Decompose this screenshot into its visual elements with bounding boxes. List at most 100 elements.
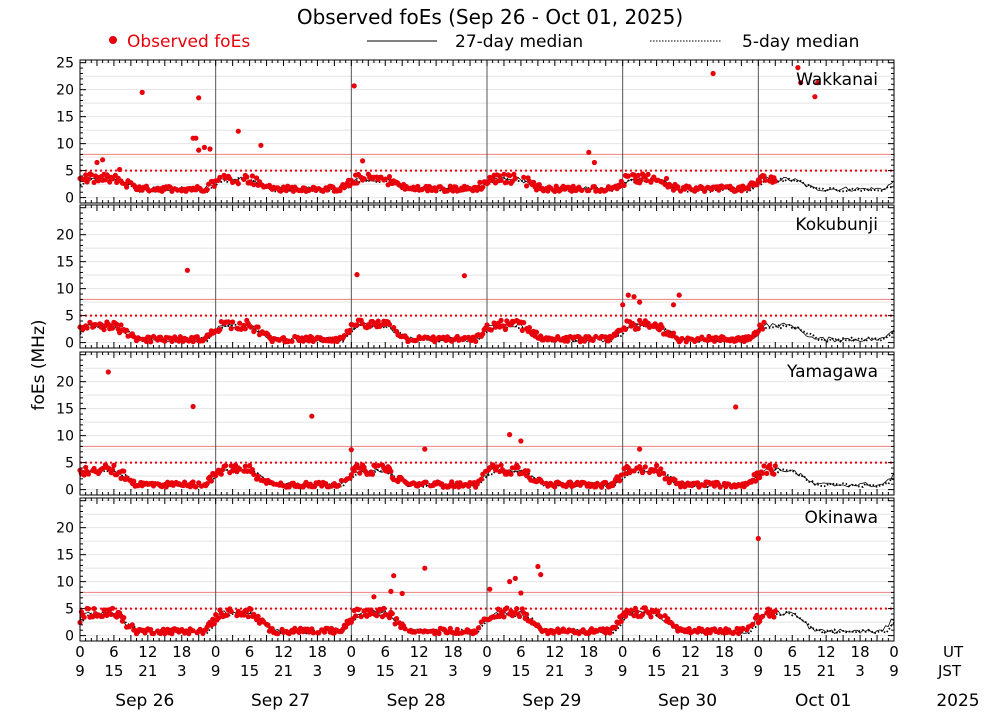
y-tick-label: 5	[65, 309, 74, 325]
observed-point	[179, 626, 185, 633]
observed-point	[760, 613, 766, 619]
observed-point	[389, 611, 395, 617]
observed-point	[658, 466, 664, 472]
observed-point	[375, 463, 381, 469]
jst-tick-label: 9	[618, 662, 628, 680]
observed-point	[248, 324, 254, 330]
observed-point	[668, 183, 674, 189]
observed-point	[235, 608, 241, 615]
observed-point	[251, 328, 257, 335]
observed-point	[755, 535, 761, 542]
observed-point	[507, 173, 513, 179]
observed-point	[83, 172, 89, 178]
jst-tick-label: 15	[511, 662, 530, 680]
observed-point	[88, 172, 94, 178]
jst-tick-label: 3	[448, 662, 458, 680]
observed-point	[538, 333, 544, 339]
y-tick-label: 5	[65, 456, 74, 472]
ut-tick-label: 0	[618, 643, 628, 661]
observed-point	[316, 479, 322, 485]
observed-point	[83, 464, 89, 470]
observed-point	[296, 629, 302, 636]
observed-point	[167, 184, 173, 190]
observed-point	[348, 447, 354, 453]
observed-point	[109, 605, 116, 611]
observed-point	[201, 144, 207, 150]
observed-point	[648, 614, 654, 620]
ut-tick-label: 18	[579, 643, 598, 661]
observed-point	[399, 590, 405, 597]
ut-tick-label: 6	[516, 643, 526, 661]
observed-point	[382, 176, 388, 182]
observed-point	[388, 468, 394, 474]
observed-point	[111, 462, 117, 468]
observed-point	[194, 334, 200, 340]
observed-point	[114, 614, 120, 620]
observed-point	[197, 626, 203, 632]
observed-point	[634, 609, 640, 615]
jst-label: JST	[937, 662, 962, 680]
observed-point	[105, 369, 111, 375]
year-label: 2025	[936, 691, 979, 711]
ut-tick-label: 12	[410, 643, 429, 661]
jst-tick-label: 3	[584, 662, 594, 680]
observed-point	[81, 614, 87, 620]
observed-point	[638, 177, 644, 183]
series-5day-median	[79, 323, 895, 344]
observed-point	[501, 614, 507, 620]
observed-point	[341, 333, 347, 339]
observed-point	[635, 172, 641, 178]
observed-point	[508, 471, 514, 477]
observed-point	[196, 147, 202, 153]
observed-point	[617, 183, 623, 189]
ut-label: UT	[943, 643, 964, 661]
observed-point	[234, 613, 240, 619]
y-tick-label: 20	[56, 228, 74, 244]
observed-point	[622, 613, 629, 619]
observed-point	[679, 335, 685, 342]
observed-point	[265, 622, 271, 628]
observed-point	[772, 178, 778, 184]
observed-point	[101, 327, 107, 333]
observed-point	[375, 318, 381, 324]
observed-point	[388, 588, 394, 595]
jst-tick-label: 9	[211, 662, 221, 680]
observed-point	[521, 320, 527, 326]
jst-tick-label: 15	[647, 662, 666, 680]
observed-point	[645, 171, 651, 177]
observed-point	[717, 484, 723, 490]
observed-point	[118, 322, 124, 328]
observed-point	[186, 631, 192, 637]
observed-point	[535, 563, 541, 570]
observed-point	[94, 159, 100, 166]
legend-5day-label: 5-day median	[742, 32, 859, 52]
observed-point	[454, 626, 460, 633]
observed-point	[628, 607, 634, 614]
day-label: Sep 28	[387, 691, 446, 711]
observed-point	[124, 184, 130, 190]
observed-point	[343, 624, 349, 630]
ut-tick-label: 0	[347, 643, 357, 661]
observed-point	[207, 146, 213, 152]
observed-point	[391, 573, 397, 579]
observed-point	[670, 302, 677, 308]
observed-point	[590, 337, 596, 343]
observed-point	[80, 326, 86, 332]
observed-point	[85, 176, 92, 182]
observed-point	[586, 149, 592, 155]
y-tick-label: 20	[56, 83, 74, 99]
y-tick-label: 25	[56, 56, 74, 72]
y-tick-label: 10	[56, 282, 74, 298]
observed-point	[347, 327, 353, 333]
observed-point	[406, 337, 412, 343]
observed-point	[237, 320, 243, 326]
observed-point	[358, 614, 364, 620]
observed-point	[473, 629, 479, 635]
observed-point	[480, 184, 486, 190]
observed-point	[371, 594, 377, 600]
observed-point	[607, 630, 613, 636]
observed-point	[502, 326, 508, 333]
observed-point	[678, 484, 684, 490]
observed-point	[230, 319, 236, 325]
observed-point	[248, 606, 254, 612]
